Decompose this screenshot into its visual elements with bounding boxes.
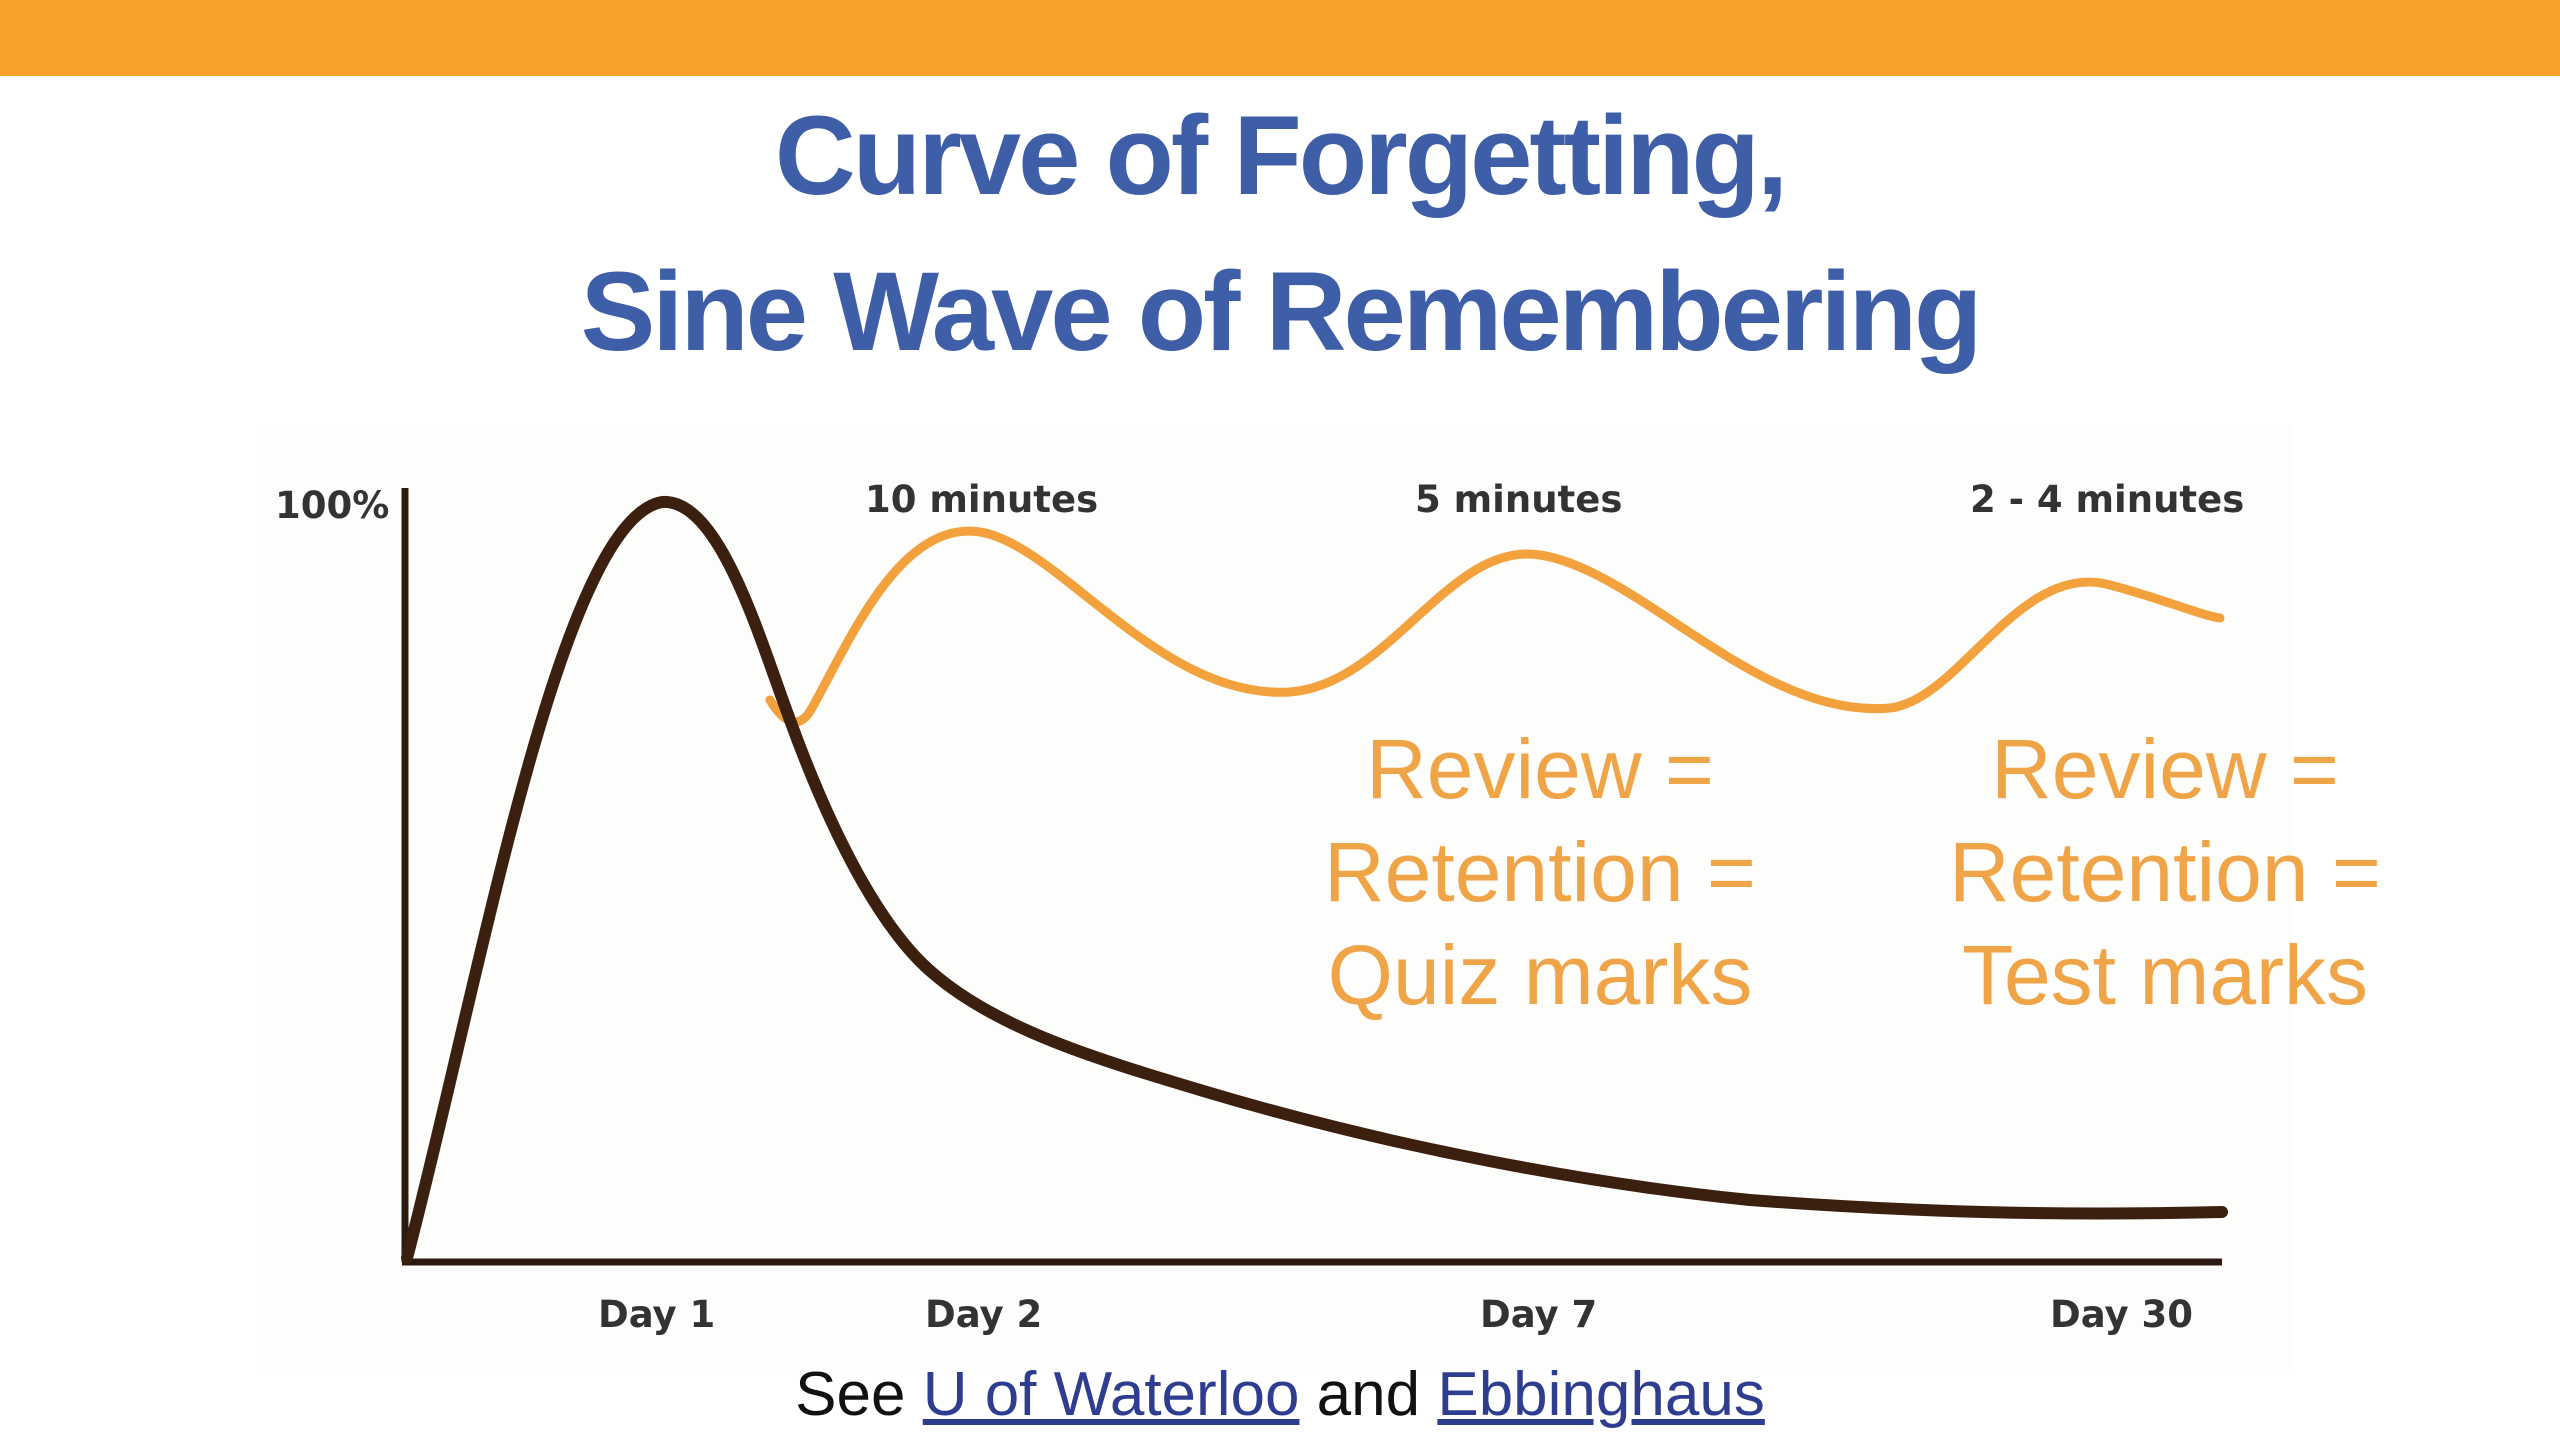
review-label-2: 5 minutes xyxy=(1415,478,1622,521)
forgetting-curve-line xyxy=(401,496,2228,1264)
annotation-right: Review = Retention = Test marks xyxy=(1925,718,2405,1027)
footer-prefix: See xyxy=(795,1360,923,1429)
footer-middle: and xyxy=(1299,1360,1438,1429)
y-axis-top-label: 100% xyxy=(275,484,389,527)
annotation-left-line-1: Review = xyxy=(1366,722,1714,816)
review-label-3: 2 - 4 minutes xyxy=(1970,478,2244,521)
annotation-left-line-3: Quiz marks xyxy=(1327,928,1753,1022)
top-accent-bar xyxy=(0,0,2560,76)
x-tick-label-day-7: Day 7 xyxy=(1480,1293,1597,1336)
annotation-left-line-2: Retention = xyxy=(1324,825,1756,919)
annotation-left: Review = Retention = Quiz marks xyxy=(1300,718,1780,1027)
x-tick-label-day-2: Day 2 xyxy=(925,1293,1042,1336)
title-line-2: Sine Wave of Remembering xyxy=(580,249,1983,374)
x-tick-label-day-1: Day 1 xyxy=(598,1293,715,1336)
review-label-1: 10 minutes xyxy=(865,478,1098,521)
annotation-right-line-1: Review = xyxy=(1991,722,2339,816)
ebbinghaus-link[interactable]: Ebbinghaus xyxy=(1437,1360,1765,1429)
x-tick-label-day-30: Day 30 xyxy=(2050,1293,2193,1336)
slide-title: Curve of Forgetting, Sine Wave of Rememb… xyxy=(0,78,2560,390)
annotation-right-line-3: Test marks xyxy=(1961,928,2369,1022)
review-sine-wave-line xyxy=(765,526,2225,727)
footer-citation: See U of Waterloo and Ebbinghaus xyxy=(0,1355,2560,1435)
title-line-1: Curve of Forgetting, xyxy=(774,93,1788,218)
annotation-right-line-2: Retention = xyxy=(1949,825,2381,919)
u-of-waterloo-link[interactable]: U of Waterloo xyxy=(922,1360,1300,1429)
